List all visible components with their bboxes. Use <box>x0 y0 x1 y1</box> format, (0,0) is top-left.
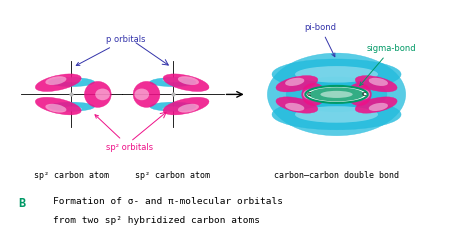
Ellipse shape <box>133 81 160 107</box>
Ellipse shape <box>150 102 196 111</box>
Ellipse shape <box>48 78 95 87</box>
Ellipse shape <box>150 78 196 87</box>
Ellipse shape <box>305 86 368 103</box>
Ellipse shape <box>295 106 378 123</box>
Text: p orbitals: p orbitals <box>76 35 146 65</box>
Ellipse shape <box>163 74 209 92</box>
Ellipse shape <box>369 78 388 86</box>
Text: Formation of σ- and π-molecular orbitals: Formation of σ- and π-molecular orbitals <box>53 197 283 206</box>
Ellipse shape <box>355 97 397 113</box>
Ellipse shape <box>178 104 199 113</box>
Ellipse shape <box>320 91 353 98</box>
Ellipse shape <box>162 77 183 82</box>
Ellipse shape <box>48 102 95 111</box>
Ellipse shape <box>35 97 81 115</box>
Text: from two sp² hybridized carbon atoms: from two sp² hybridized carbon atoms <box>53 216 260 225</box>
Text: C: C <box>362 92 366 97</box>
Ellipse shape <box>267 53 406 136</box>
Ellipse shape <box>357 89 370 99</box>
Ellipse shape <box>276 76 318 92</box>
Text: C: C <box>307 92 311 97</box>
Text: B: B <box>18 197 25 210</box>
Ellipse shape <box>45 104 66 113</box>
Ellipse shape <box>295 66 378 83</box>
Ellipse shape <box>35 74 81 92</box>
Ellipse shape <box>163 97 209 115</box>
Text: sp² orbitals: sp² orbitals <box>95 115 153 152</box>
Ellipse shape <box>178 76 199 85</box>
Ellipse shape <box>45 76 66 85</box>
Ellipse shape <box>162 106 183 111</box>
Ellipse shape <box>286 77 387 112</box>
Ellipse shape <box>285 103 304 111</box>
Ellipse shape <box>61 106 82 111</box>
Ellipse shape <box>272 59 401 90</box>
Ellipse shape <box>285 78 304 86</box>
Ellipse shape <box>95 88 110 100</box>
Text: pi-bond: pi-bond <box>304 23 337 57</box>
Text: sp² carbon atom: sp² carbon atom <box>34 171 109 180</box>
Ellipse shape <box>272 99 401 130</box>
Ellipse shape <box>61 77 82 82</box>
Ellipse shape <box>135 88 149 100</box>
Ellipse shape <box>84 81 111 107</box>
Ellipse shape <box>309 87 364 101</box>
Ellipse shape <box>301 83 326 106</box>
Text: sp² carbon atom: sp² carbon atom <box>136 171 210 180</box>
Ellipse shape <box>369 103 388 111</box>
Ellipse shape <box>347 83 372 106</box>
Ellipse shape <box>276 97 318 113</box>
Text: sigma-bond: sigma-bond <box>360 44 416 86</box>
Ellipse shape <box>303 89 316 99</box>
Ellipse shape <box>355 76 397 92</box>
Text: carbon–carbon double bond: carbon–carbon double bond <box>274 171 399 180</box>
